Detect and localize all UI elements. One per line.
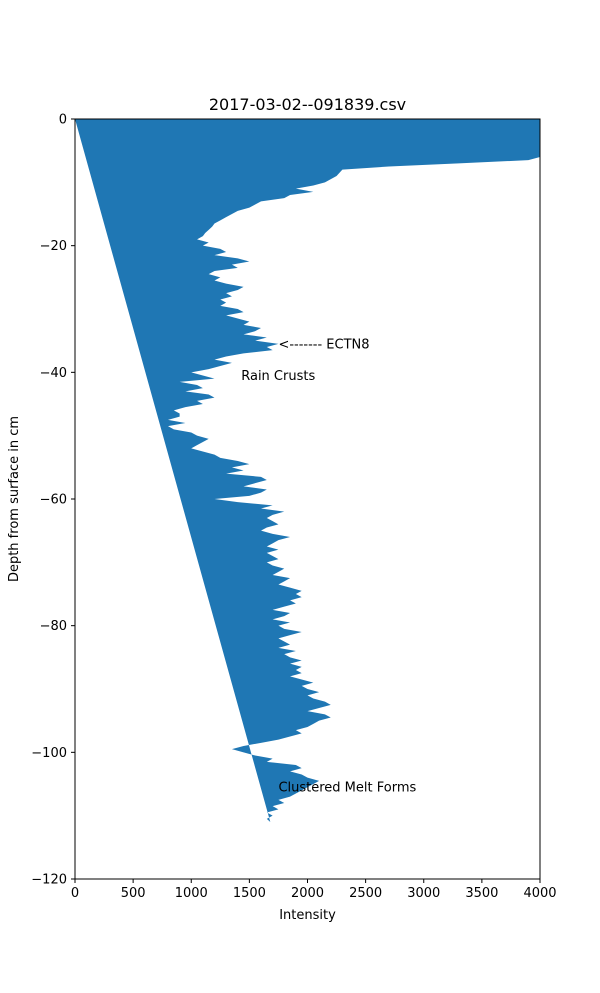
y-tick-label: −60 (40, 493, 67, 508)
plot-area (75, 119, 540, 822)
x-tick-label: 2000 (291, 886, 324, 901)
x-axis-label: Intensity (279, 908, 336, 923)
y-axis-ticks: 0 −20 −40 −60 −80 −100 −120 (31, 113, 75, 888)
x-tick-label: 3500 (465, 886, 498, 901)
y-tick-label: −20 (40, 239, 67, 254)
x-tick-label: 1500 (233, 886, 266, 901)
annotation-label: Clustered Melt Forms (278, 781, 416, 796)
x-tick-label: 0 (71, 886, 79, 901)
y-tick-label: −100 (31, 746, 67, 761)
y-tick-label: −120 (31, 873, 67, 888)
intensity-area (75, 119, 540, 822)
x-tick-label: 3000 (407, 886, 440, 901)
y-tick-label: 0 (59, 113, 67, 128)
x-axis-ticks: 0 500 1000 1500 2000 2500 3000 3500 4000 (71, 879, 557, 901)
x-tick-label: 500 (121, 886, 146, 901)
annotation-label: <------- ECTN8 (278, 337, 369, 352)
annotation-label: Rain Crusts (241, 369, 315, 384)
y-axis-label: Depth from surface in cm (7, 416, 22, 582)
y-tick-label: −40 (40, 366, 67, 381)
x-tick-label: 1000 (175, 886, 208, 901)
plot-frame (74, 118, 541, 880)
annotations: <------- ECTN8 Rain Crusts Clustered Melt … (241, 337, 416, 795)
y-tick-label: −80 (40, 619, 67, 634)
chart-title: 2017-03-02--091839.csv (209, 95, 406, 114)
x-tick-label: 2500 (349, 886, 382, 901)
x-tick-label: 4000 (523, 886, 556, 901)
